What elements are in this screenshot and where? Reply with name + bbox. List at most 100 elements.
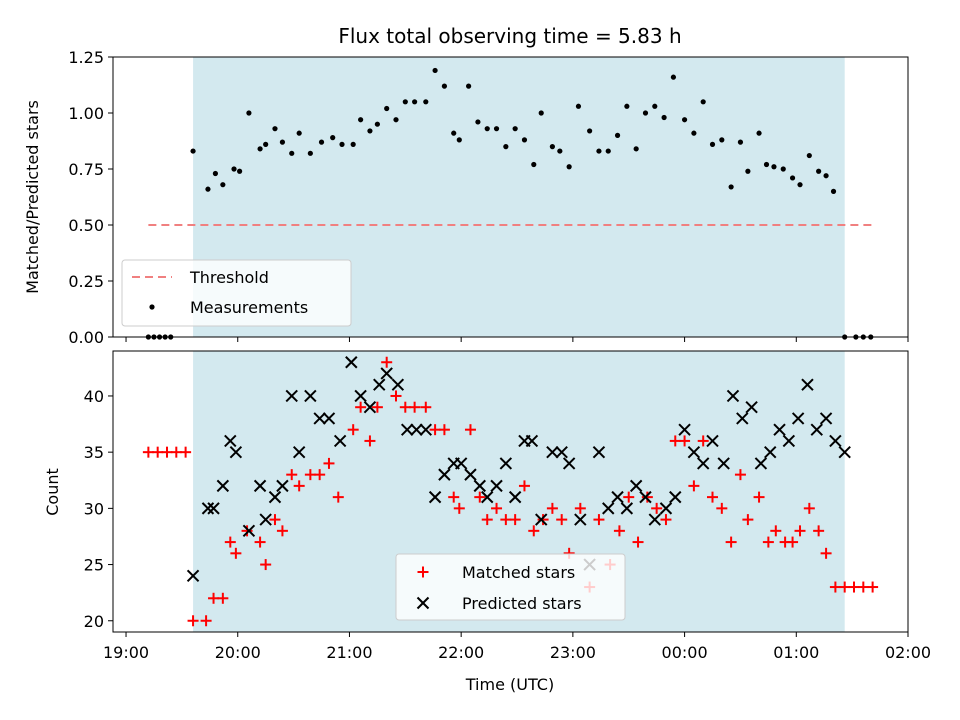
matched-star-point <box>254 536 266 548</box>
predicted-star-point <box>678 423 691 436</box>
matched-star-point <box>224 536 236 548</box>
matched-star-point <box>491 502 503 514</box>
measurement-point <box>587 128 593 134</box>
top-y-tick-label: 0.75 <box>68 160 104 179</box>
predicted-star-point <box>592 445 606 459</box>
measurement-point <box>190 148 196 154</box>
measurement-point <box>318 139 325 145</box>
predicted-star-point <box>464 468 477 481</box>
top-y-tick-label: 1.25 <box>68 48 104 67</box>
matched-star-point <box>641 491 653 503</box>
measurement-point <box>512 126 518 132</box>
measurement-point <box>393 117 399 123</box>
legend-measurements-label: Measurements <box>190 298 308 317</box>
chart-title: Flux total observing time = 5.83 h <box>338 24 681 48</box>
matched-star-point <box>509 514 521 526</box>
matched-star-point <box>669 435 681 447</box>
measurement-point <box>624 103 630 109</box>
x-tick-label: 20:00 <box>215 643 261 662</box>
legend-predicted-label: Predicted stars <box>462 594 582 613</box>
measurement-point <box>484 126 490 132</box>
measurement-point <box>423 99 429 105</box>
matched-star-point <box>574 502 586 514</box>
measurement-point <box>642 110 649 116</box>
matched-star-point <box>474 491 486 503</box>
predicted-star-point <box>186 569 200 583</box>
matched-star-point <box>753 491 765 503</box>
matched-star-point <box>839 581 851 593</box>
measurement-point <box>756 130 762 136</box>
matched-star-point <box>770 525 782 537</box>
x-axis-label: Time (UTC) <box>465 675 554 694</box>
matched-star-point <box>725 536 737 548</box>
matched-star-point <box>632 536 644 548</box>
predicted-star-point <box>428 490 442 504</box>
matched-star-point <box>679 435 691 447</box>
measurement-point <box>412 99 418 105</box>
predicted-star-point <box>696 457 710 470</box>
measurement-point <box>823 173 829 179</box>
predicted-star-point <box>639 490 652 504</box>
matched-star-point <box>304 469 316 481</box>
predicted-star-point <box>629 479 643 493</box>
predicted-star-point <box>525 434 539 448</box>
matched-star-point <box>286 469 298 481</box>
matched-star-point <box>556 514 568 526</box>
matched-star-point <box>241 525 253 537</box>
matched-star-point <box>381 356 393 368</box>
measurement-point <box>289 150 295 156</box>
measurement-point <box>257 146 263 152</box>
measurement-point <box>466 83 472 89</box>
bottom-y-axis-label: Count <box>43 468 62 516</box>
matched-star-point <box>453 502 465 514</box>
measurement-point <box>402 99 408 105</box>
predicted-star-point <box>400 423 414 436</box>
matched-star-point <box>803 502 815 514</box>
measurement-point <box>263 141 269 147</box>
matched-star-point <box>546 502 558 514</box>
matched-star-point <box>152 446 164 458</box>
top-y-ticks: 0.00 0.25 0.50 0.75 1.00 1.25 <box>68 48 113 347</box>
measurement-point <box>700 99 706 105</box>
matched-star-point <box>707 491 719 503</box>
measurement-point <box>538 110 544 116</box>
predicted-star-point <box>207 502 220 515</box>
predicted-star-point <box>508 490 522 504</box>
predicted-star-point <box>791 412 805 425</box>
measurement-point <box>503 144 509 150</box>
matched-star-point <box>314 469 326 481</box>
measurement-point <box>475 119 481 125</box>
predicted-star-point <box>242 524 256 538</box>
matched-star-point <box>323 457 335 469</box>
top-y-tick-label: 0.00 <box>68 328 104 347</box>
measurement-point <box>339 141 345 147</box>
measurement-point <box>451 130 457 136</box>
measurement-point <box>358 117 364 123</box>
matched-star-point <box>332 491 344 503</box>
measurement-point <box>296 130 302 136</box>
top-x-ticks <box>125 337 909 342</box>
measurement-point <box>441 83 448 89</box>
matched-star-point <box>269 514 281 526</box>
measurement-point <box>237 168 243 174</box>
measurement-point <box>272 126 278 132</box>
measurement-point <box>719 137 725 143</box>
matched-star-point <box>820 547 832 559</box>
matched-star-point <box>867 581 879 593</box>
predicted-star-point <box>285 389 298 403</box>
measurement-point <box>531 161 537 168</box>
matched-star-point <box>716 502 728 514</box>
legend-threshold-label: Threshold <box>189 268 269 287</box>
matched-star-point <box>276 525 288 537</box>
matched-star-point <box>448 491 460 503</box>
bottom-x-ticks: 19:00 20:00 21:00 22:00 23:00 00:00 01:00 02:00 <box>103 632 931 662</box>
bottom-panel: 19:00 20:00 21:00 22:00 23:00 00:00 01:00 02:00… <box>43 350 931 694</box>
predicted-star-point <box>773 423 786 436</box>
matched-star-point <box>794 525 806 537</box>
measurement-point <box>596 148 602 154</box>
predicted-star-point <box>810 423 823 436</box>
matched-star-point <box>697 435 709 447</box>
matched-star-point <box>762 536 774 548</box>
predicted-star-point <box>499 457 513 470</box>
predicted-star-point <box>292 445 306 459</box>
